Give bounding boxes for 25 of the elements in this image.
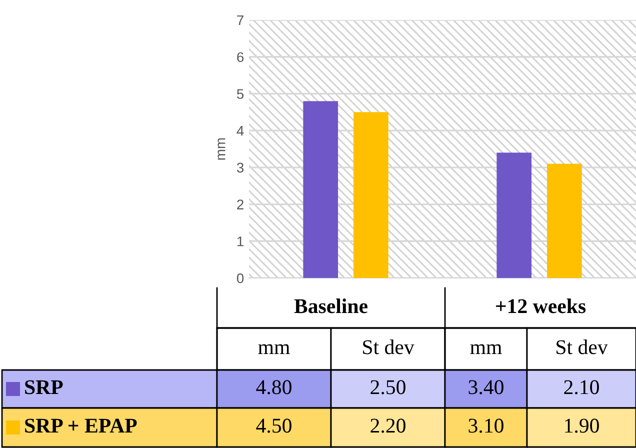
- y-tick-label: 7: [237, 15, 244, 26]
- y-tick-label: 5: [236, 89, 244, 99]
- text: St dev: [556, 340, 608, 354]
- data-label: 3.40: [468, 380, 504, 394]
- data-label: 3.10: [468, 418, 504, 433]
- y-tick-label: 3: [236, 162, 244, 173]
- x-tick-label: +12 weeks: [496, 298, 586, 314]
- text: 1.90: [565, 418, 599, 433]
- text: mm: [470, 344, 502, 354]
- text: St dev: [363, 340, 414, 354]
- data-label: 4.80: [256, 380, 292, 394]
- y-axis-title: mm: [218, 138, 226, 160]
- y-tick-label: 1: [237, 236, 244, 246]
- y-tick-label: 0: [236, 273, 244, 284]
- y-tick-label: 4: [236, 126, 244, 136]
- text: 2.50: [370, 380, 406, 394]
- text: 2.20: [370, 418, 406, 433]
- data-label: 4.50: [256, 418, 292, 433]
- x-tick-label: Baseline: [294, 298, 368, 314]
- y-tick-label: 2: [237, 200, 244, 210]
- legend-label: SRP: [25, 380, 63, 394]
- text: mm: [258, 344, 290, 354]
- legend-label: SRP + EPAP: [25, 418, 137, 433]
- y-tick-label: 6: [237, 52, 244, 62]
- text: 2.10: [564, 380, 599, 394]
